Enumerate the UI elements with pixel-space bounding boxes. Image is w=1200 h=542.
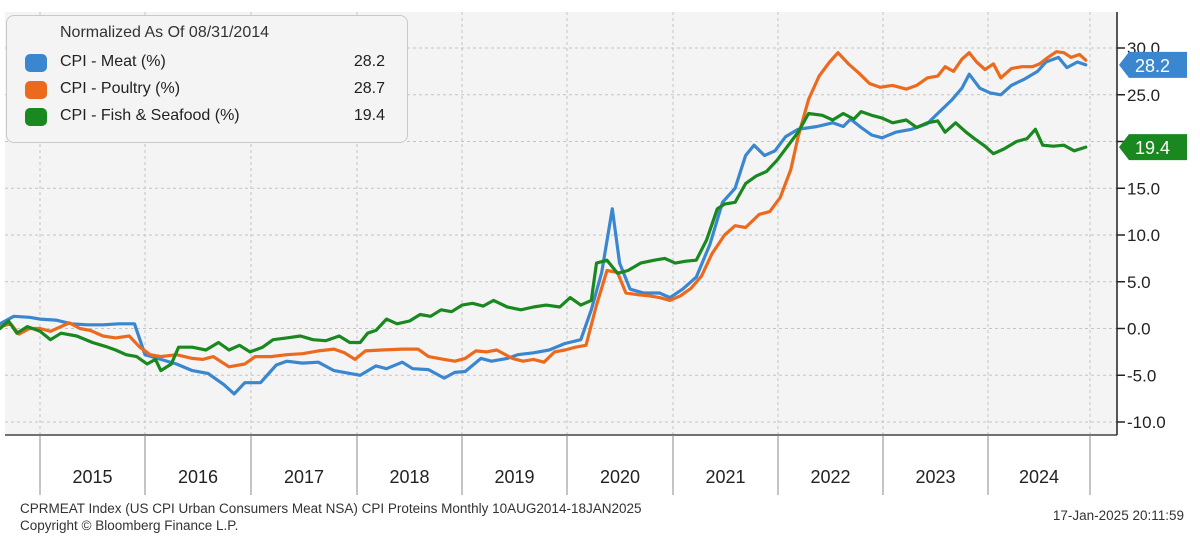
x-tick-label: 2020 <box>600 467 640 487</box>
y-tick-label: 10.0 <box>1127 226 1160 245</box>
legend-item-meat: CPI - Meat (%) 28.2 <box>25 52 385 74</box>
axes: -10.0-5.00.05.010.015.020.025.030.020152… <box>5 12 1166 495</box>
legend-label-fish: CPI - Fish & Seafood (%) <box>60 107 240 124</box>
legend-swatch-meat <box>25 54 47 72</box>
chart-legend: Normalized As Of 08/31/2014 CPI - Meat (… <box>6 15 408 143</box>
end-value-labels: 28.2 19.4 <box>1119 51 1187 161</box>
y-tick-label: 25.0 <box>1127 86 1160 105</box>
timestamp: 17-Jan-2025 20:11:59 <box>1052 508 1184 523</box>
legend-swatch-fish <box>25 108 47 126</box>
legend-value-meat: 28.2 <box>353 53 385 70</box>
legend-title: Normalized As Of 08/31/2014 <box>60 24 270 41</box>
legend-item-fish: CPI - Fish & Seafood (%) 19.4 <box>25 106 385 128</box>
y-tick-label: 15.0 <box>1127 179 1160 198</box>
gridlines <box>5 12 1117 435</box>
end-label-text-1: 19.4 <box>1135 138 1170 158</box>
y-tick-label: -10.0 <box>1127 413 1166 432</box>
series-line-1 <box>0 50 1088 369</box>
end-label-text-0: 28.2 <box>1135 56 1170 76</box>
x-tick-label: 2023 <box>915 467 955 487</box>
legend-label-poultry: CPI - Poultry (%) <box>60 80 181 97</box>
series-line-2 <box>0 110 1088 373</box>
series-line-0 <box>0 55 1088 396</box>
legend-swatch-poultry <box>25 81 47 99</box>
legend-value-fish: 19.4 <box>353 107 385 124</box>
y-tick-label: -5.0 <box>1127 366 1156 385</box>
x-tick-label: 2018 <box>389 467 429 487</box>
y-tick-label: 0.0 <box>1127 320 1151 339</box>
series-lines <box>0 50 1088 396</box>
copyright-note: Copyright © Bloomberg Finance L.P. <box>20 518 239 533</box>
y-tick-label: 5.0 <box>1127 273 1151 292</box>
source-note: CPRMEAT Index (US CPI Urban Consumers Me… <box>20 501 642 516</box>
legend-label-meat: CPI - Meat (%) <box>60 53 166 70</box>
x-tick-label: 2016 <box>178 467 218 487</box>
end-label-flag-1 <box>1119 134 1187 161</box>
x-tick-label: 2024 <box>1019 467 1059 487</box>
x-tick-label: 2021 <box>705 467 745 487</box>
x-tick-label: 2022 <box>810 467 850 487</box>
legend-value-poultry: 28.7 <box>353 80 385 97</box>
x-tick-label: 2015 <box>72 467 112 487</box>
x-tick-label: 2019 <box>494 467 534 487</box>
end-label-flag-0 <box>1119 51 1187 78</box>
legend-item-poultry: CPI - Poultry (%) 28.7 <box>25 79 385 101</box>
x-tick-label: 2017 <box>284 467 324 487</box>
